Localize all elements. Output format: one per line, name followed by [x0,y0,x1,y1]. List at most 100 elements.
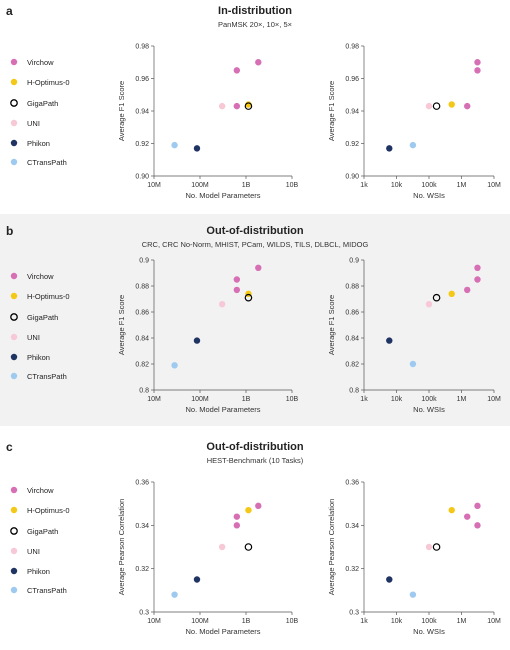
legend-marker-ctranspath [10,586,18,594]
legend-label: CTransPath [27,158,67,167]
y-tick-label: 0.34 [345,523,359,530]
y-tick-label: 0.36 [345,480,359,487]
x-tick-label: 10M [487,182,501,189]
legend-label: CTransPath [27,372,67,381]
data-point-uni [425,102,433,110]
x-tick-label: 10k [391,618,403,625]
data-point-ctranspath [171,591,178,598]
panel-label: c [6,440,13,454]
y-tick-label: 0.94 [135,109,149,116]
y-tick-label: 0.96 [345,76,359,83]
data-point-phikon [386,337,393,344]
y-axis-label: Average Pearson Correlation [117,499,126,596]
legend: Virchow H-Optimus-0 GigaPath UNI Phikon CTran… [10,486,70,595]
legend-marker-virchow [10,486,18,494]
y-tick-label: 0.32 [135,566,149,573]
x-tick-label: 10B [286,396,299,403]
y-tick-label: 0.90 [135,174,149,181]
data-point-h-optimus-0 [448,290,455,297]
data-point-uni [425,543,433,551]
legend-marker-phikon [10,567,18,575]
y-axis-label: Average F1 Score [327,81,336,141]
legend-label: H-Optimus-0 [27,78,70,87]
legend-marker-uni [10,547,18,555]
data-point-uni [425,301,433,308]
panel-label: a [6,4,13,18]
y-tick-label: 0.9 [349,258,359,265]
data-point-h-optimus-0 [448,101,455,108]
legend-marker-phikon [10,139,18,147]
scatter-plot-wsis: 0.90 0.92 0.94 0.96 0.98 1k 10k 100k 1M 10M No. WS… [327,44,501,201]
x-tick-label: 10M [147,182,161,189]
data-point-virchow [233,276,241,283]
scatter-plot-params: 0.90 0.92 0.94 0.96 0.98 10M 100M 1B 10B No. Mode… [117,44,299,201]
y-tick-label: 0.94 [345,109,359,116]
data-point-ctranspath [409,591,417,598]
legend-label: Virchow [27,486,54,495]
data-point-h-optimus-0 [245,506,252,514]
y-tick-label: 0.96 [135,76,149,83]
data-point-virchow [474,522,481,529]
data-point-gigapath [432,102,441,110]
legend-label: GigaPath [27,527,58,536]
x-tick-label: 10M [487,396,501,403]
y-tick-label: 0.98 [135,44,149,51]
x-tick-label: 100M [191,396,209,403]
data-point-virchow [474,276,481,283]
y-tick-label: 0.3 [349,610,359,617]
data-point-virchow [464,513,471,520]
legend-label: UNI [27,119,40,128]
legend-label: CTransPath [27,586,67,595]
x-tick-label: 1M [457,618,467,625]
panel-label: b [6,224,14,238]
data-point-virchow [464,102,471,110]
x-axis-label: No. WSIs [413,191,445,200]
y-tick-label: 0.3 [139,610,149,617]
panel-title: In-distribution [218,5,292,17]
legend-marker-h-optimus-0 [10,78,18,86]
data-point-virchow [233,522,241,529]
data-point-gigapath [432,293,441,302]
x-tick-label: 10M [487,618,501,625]
legend-marker-ctranspath [10,372,18,380]
data-point-phikon [386,145,393,152]
x-axis-label: No. Model Parameters [185,405,260,414]
data-point-virchow [255,264,262,271]
legend-marker-h-optimus-0 [10,292,18,300]
legend-marker-virchow [10,272,18,280]
legend-marker-ctranspath [10,158,18,166]
x-tick-label: 1M [457,396,467,403]
data-point-ctranspath [171,141,178,149]
panel-subtitle: PanMSK 20×, 10×, 5× [217,20,292,29]
y-tick-label: 0.92 [345,141,359,148]
legend-label: Virchow [27,272,54,281]
legend-marker-gigapath [10,99,18,107]
y-tick-label: 0.82 [345,362,359,369]
data-point-virchow [233,286,241,294]
y-tick-label: 0.82 [135,362,149,369]
y-axis-label: Average F1 Score [117,81,126,141]
scatter-plot-params: 0.3 0.32 0.34 0.36 10M 100M 1B 10B No. Model Par… [117,480,299,637]
y-axis-label: Average F1 Score [327,295,336,355]
data-point-ctranspath [409,141,417,149]
x-tick-label: 1k [360,396,368,403]
legend-label: Phikon [27,139,50,148]
x-tick-label: 1B [242,396,251,403]
y-tick-label: 0.34 [135,523,149,530]
data-point-ctranspath [171,362,178,369]
x-tick-label: 10B [286,182,299,189]
data-point-gigapath [244,293,253,302]
data-point-phikon [193,337,201,344]
x-tick-label: 10k [391,396,403,403]
panel-b: b Out-of-distribution CRC, CRC No-Norm, … [0,214,510,426]
legend-label: Phikon [27,567,50,576]
data-point-virchow [233,513,241,520]
y-tick-label: 0.92 [135,141,149,148]
legend-label: GigaPath [27,313,58,322]
x-tick-label: 100k [421,618,437,625]
y-tick-label: 0.88 [135,284,149,291]
x-axis-label: No. Model Parameters [185,191,260,200]
panel-title: Out-of-distribution [206,441,304,453]
y-tick-label: 0.90 [345,174,359,181]
x-tick-label: 1B [242,182,251,189]
